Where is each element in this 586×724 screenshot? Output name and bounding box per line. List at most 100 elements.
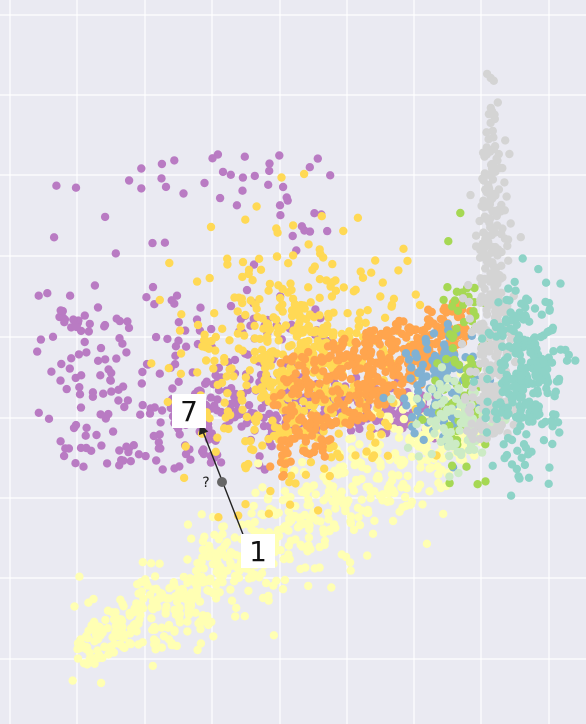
point-gold <box>263 332 272 341</box>
point-light-yellow <box>94 650 104 659</box>
point-light-yellow <box>269 631 279 640</box>
point-light-yellow <box>354 513 363 522</box>
point-gold <box>294 322 303 332</box>
point-gold <box>192 277 202 286</box>
point-light-yellow <box>96 631 105 640</box>
point-gold <box>223 407 233 416</box>
point-purple <box>212 406 222 415</box>
point-purple <box>76 403 86 412</box>
point-light-yellow <box>264 591 273 601</box>
point-light-yellow <box>226 585 235 594</box>
point-purple <box>199 445 208 454</box>
point-grey <box>476 320 485 329</box>
point-gold <box>250 425 259 434</box>
point-light-yellow <box>273 526 283 535</box>
point-gold <box>351 451 360 460</box>
point-purple <box>216 458 226 467</box>
point-orange <box>304 389 313 399</box>
point-gold <box>306 298 315 307</box>
point-teal <box>541 417 550 426</box>
point-green <box>445 330 455 339</box>
point-purple <box>115 446 124 455</box>
point-gold <box>244 269 253 279</box>
point-light-yellow <box>347 445 356 454</box>
point-purple <box>69 315 78 324</box>
point-orange <box>282 414 291 424</box>
point-light-yellow <box>198 545 208 554</box>
point-teal <box>555 428 564 437</box>
point-orange <box>302 448 311 457</box>
point-purple <box>145 409 155 418</box>
point-orange <box>389 326 398 335</box>
point-orange <box>282 378 292 387</box>
point-grey <box>489 133 498 142</box>
point-orange <box>389 380 398 390</box>
point-grey <box>492 211 501 221</box>
point-gold <box>266 486 275 496</box>
point-purple <box>326 171 335 180</box>
point-purple <box>65 291 75 300</box>
point-light-yellow <box>383 484 393 493</box>
point-orange <box>373 374 382 384</box>
point-purple <box>99 389 108 398</box>
point-grey <box>479 358 488 367</box>
point-purple <box>137 184 146 193</box>
point-purple <box>48 332 58 341</box>
point-orange <box>316 391 325 400</box>
point-light-yellow <box>470 451 479 460</box>
point-light-yellow <box>172 641 181 651</box>
point-purple <box>170 156 179 165</box>
point-light-yellow <box>394 471 403 480</box>
point-purple <box>61 444 70 453</box>
point-light-yellow <box>197 510 206 519</box>
point-light-yellow <box>125 629 135 638</box>
point-mint <box>414 452 423 461</box>
point-light-yellow <box>331 504 340 513</box>
point-teal <box>530 405 540 414</box>
point-blue <box>406 374 415 383</box>
point-purple <box>107 387 116 396</box>
point-teal <box>533 364 542 373</box>
point-grey <box>491 247 500 256</box>
point-gold <box>176 349 186 358</box>
point-teal <box>519 335 529 344</box>
point-light-yellow <box>327 583 336 592</box>
point-purple <box>174 318 183 327</box>
point-grey <box>488 194 497 203</box>
point-grey <box>476 274 485 283</box>
point-teal <box>530 333 539 342</box>
point-gold <box>233 329 243 338</box>
point-light-yellow <box>90 659 99 668</box>
point-green <box>447 461 457 470</box>
point-purple <box>196 303 205 312</box>
point-purple <box>174 336 183 345</box>
point-purple <box>138 367 147 377</box>
point-blue <box>401 349 411 358</box>
point-light-yellow <box>132 599 141 608</box>
point-blue <box>443 320 453 329</box>
point-teal <box>544 298 554 308</box>
point-purple <box>152 456 161 465</box>
point-teal <box>534 264 543 274</box>
point-gold <box>224 424 233 434</box>
point-light-yellow <box>413 484 422 493</box>
point-light-yellow <box>280 487 290 496</box>
point-gold <box>205 414 214 423</box>
point-teal <box>518 413 527 422</box>
point-light-yellow <box>161 609 170 618</box>
point-grey <box>504 256 513 265</box>
point-light-yellow <box>399 414 409 424</box>
point-blue <box>404 355 414 364</box>
point-purple <box>157 406 167 415</box>
point-gold <box>366 423 375 432</box>
point-orange <box>439 305 448 315</box>
point-light-yellow <box>285 554 294 564</box>
point-light-yellow <box>157 623 166 632</box>
point-teal <box>517 453 526 462</box>
point-orange <box>297 352 307 362</box>
point-light-yellow <box>103 606 113 615</box>
point-gold <box>147 359 156 368</box>
point-gold <box>256 265 266 274</box>
point-purple <box>257 403 266 413</box>
point-grey <box>485 258 495 268</box>
